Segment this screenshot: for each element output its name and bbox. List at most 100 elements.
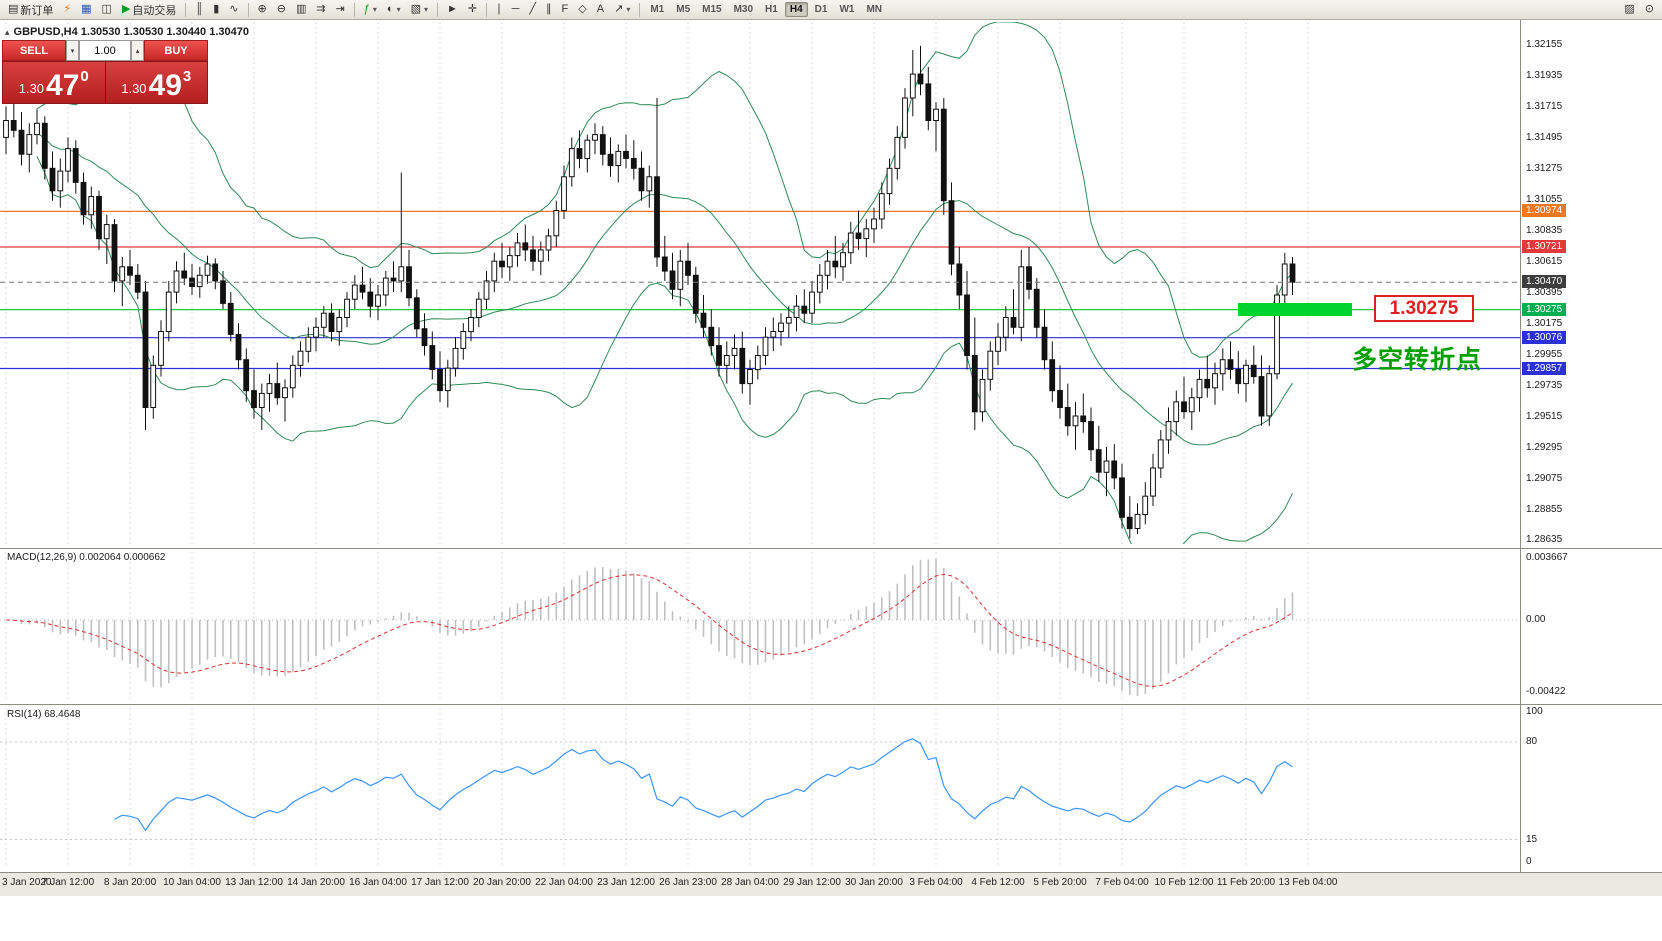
candlestick-chart-icon[interactable]: ▮ (209, 2, 223, 17)
new-order-icon: ▤ (8, 3, 19, 15)
cursor-icon: ► (447, 3, 458, 15)
rsi-scale-label: 0 (1526, 856, 1532, 867)
vertical-line-icon[interactable]: ∣ (492, 2, 506, 17)
rsi-indicator-label: RSI(14) 68.4648 (7, 709, 81, 720)
search-icon[interactable]: ⊙ (1641, 2, 1658, 17)
toolbar-separator (437, 2, 439, 17)
price-scale-label: 1.29955 (1526, 348, 1563, 360)
arrow-tools-icon[interactable]: ↗ ▾ (610, 2, 634, 17)
sell-button[interactable]: SELL (2, 40, 66, 61)
periods-button[interactable]: ◐ ▾ (383, 2, 405, 17)
price-scale-label: 1.30835 (1526, 224, 1563, 236)
price-scale[interactable]: 1.32155 1.31935 1.31715 1.31495 1.31275 1.310… (1520, 20, 1662, 873)
shapes-icon[interactable]: ◇ (574, 2, 590, 17)
market-watch-icon[interactable]: ▦ (77, 2, 95, 17)
zoom-in-icon[interactable]: ⊕ (254, 2, 271, 17)
toolbar: ▤ 新订单 ⚡ ▦ ◫ ▶ 自动交易 ║ ▮ ∿ ⊕ ⊖ ▥ ⇉ ⇥ ƒ ▾ ◐ ▾ ▧ ▾ ► ✛ ∣ ─ ╱ ∥ F ◇ A ↗ ▾ M1… (0, 0, 1662, 20)
turning-point-text[interactable]: 多空转折点 (1352, 346, 1483, 374)
price-tag-1.30974: 1.30974 (1522, 204, 1567, 218)
support-zone-rectangle[interactable] (1238, 303, 1352, 316)
price-scale-label: 1.30395 (1526, 286, 1563, 298)
macd-indicator-label: MACD(12,26,9) 0.002064 0.000662 (7, 552, 166, 563)
rsi-scale-label: 80 (1526, 736, 1538, 747)
auto-scroll-icon[interactable]: ⇉ (312, 2, 329, 17)
one-click-trading-icon[interactable]: ⚡ (59, 2, 75, 17)
horizontal-line-icon[interactable]: ─ (508, 2, 524, 17)
toolbar-separator (353, 2, 355, 17)
sell-price-button[interactable]: 1.30 47 0 (3, 62, 106, 103)
timeframe-button-m1[interactable]: M1 (650, 4, 665, 15)
timeframe-button-m15[interactable]: M15 (702, 4, 722, 15)
tile-windows-icon[interactable]: ▥ (292, 2, 310, 17)
timeframe-button-d1[interactable]: D1 (814, 4, 828, 15)
chart-symbol-info: ▴ GBPUSD,H4 1.30530 1.30530 1.30440 1.30… (5, 26, 249, 38)
channel-icon[interactable]: ∥ (542, 2, 556, 17)
rsi-line (114, 738, 1293, 832)
macd-signal-line (5, 573, 1293, 688)
price-scale-label: 1.30175 (1526, 317, 1563, 329)
volume-decrease-button[interactable]: ▾ (66, 40, 79, 61)
price-scale-label: 1.31275 (1526, 163, 1563, 175)
arrow-tools-icon: ↗ (614, 3, 624, 15)
timeframe-button-h1[interactable]: H1 (765, 4, 778, 15)
price-tag-1.30470: 1.30470 (1522, 275, 1567, 289)
trendline-icon[interactable]: ╱ (525, 2, 540, 17)
time-axis[interactable]: 3 Jan 2020 7 Jan 12:00 8 Jan 20:00 10 Jan 0… (0, 873, 1662, 896)
crosshair-icon[interactable]: ✛ (464, 2, 481, 17)
cursor-icon[interactable]: ► (443, 2, 462, 17)
search-icon: ⊙ (1644, 3, 1654, 15)
macd-scale-label: 0.00 (1526, 614, 1546, 625)
print-icon[interactable]: ▨ (1620, 2, 1638, 17)
one-click-trading-icon: ⚡ (63, 3, 72, 15)
toolbar-separator (247, 2, 249, 17)
volume-increase-button[interactable]: ▴ (131, 40, 144, 61)
chevron-down-icon: ▾ (372, 5, 377, 14)
price-scale-label: 1.29295 (1526, 441, 1563, 453)
buy-price-sup: 3 (182, 68, 192, 85)
chart-canvas[interactable] (0, 20, 1520, 896)
text-label-icon[interactable]: A (593, 2, 608, 17)
price-tag-1.30721: 1.30721 (1522, 239, 1567, 253)
timeframe-button-h4[interactable]: H4 (784, 2, 808, 17)
time-axis-label: 10 Jan 04:00 (163, 877, 221, 888)
templates-button[interactable]: ▧ ▾ (407, 2, 432, 17)
buy-button[interactable]: BUY (144, 40, 208, 61)
zoom-out-icon: ⊖ (276, 3, 286, 15)
time-axis-label: 5 Feb 20:00 (1033, 877, 1087, 888)
timeframe-button-mn[interactable]: MN (866, 4, 882, 15)
autotrading-button[interactable]: ▶ 自动交易 (118, 0, 180, 20)
price-scale-label: 1.29515 (1526, 410, 1563, 422)
time-axis-label: 26 Jan 23:00 (659, 877, 717, 888)
volume-input[interactable] (79, 40, 131, 61)
time-axis-label: 3 Jan 2020 (2, 877, 52, 888)
tile-windows-icon: ▥ (295, 3, 307, 15)
indicators-button[interactable]: ƒ ▾ (360, 2, 381, 17)
time-axis-label: 7 Jan 12:00 (41, 877, 95, 888)
price-scale-label: 1.28855 (1526, 503, 1563, 515)
navigator-icon[interactable]: ◫ (98, 2, 116, 17)
macd-rsi-separator[interactable] (0, 704, 1662, 705)
timeframe-button-m5[interactable]: M5 (676, 4, 691, 15)
zoom-out-icon[interactable]: ⊖ (273, 2, 290, 17)
price-tag-1.30076: 1.30076 (1522, 330, 1567, 344)
chart-shift-icon[interactable]: ⇥ (332, 2, 349, 17)
time-axis-label: 23 Jan 12:00 (597, 877, 655, 888)
toolbar-separator (486, 2, 488, 17)
collapse-panel-icon[interactable]: ▴ (5, 26, 10, 37)
main-macd-separator[interactable] (0, 548, 1662, 549)
zone-price-label[interactable]: 1.30275 (1374, 295, 1474, 322)
fibonacci-icon[interactable]: F (558, 2, 573, 17)
buy-price-big: 49 (148, 68, 182, 102)
templates-icon: ▧ (410, 3, 421, 15)
vertical-line-icon: ∣ (496, 3, 502, 15)
buy-price-button[interactable]: 1.30 49 3 (106, 62, 208, 103)
indicators-icon: ƒ (363, 3, 370, 15)
timeframe-button-m30[interactable]: M30 (733, 4, 754, 15)
timeframe-button-w1[interactable]: W1 (839, 4, 855, 15)
chevron-down-icon: ▾ (396, 5, 401, 14)
ohlc-readout: GBPUSD,H4 1.30530 1.30530 1.30440 1.3047… (13, 26, 249, 38)
bar-chart-icon[interactable]: ║ (191, 2, 207, 17)
line-chart-icon[interactable]: ∿ (225, 2, 242, 17)
new-order-button[interactable]: ▤ 新订单 (4, 0, 57, 20)
